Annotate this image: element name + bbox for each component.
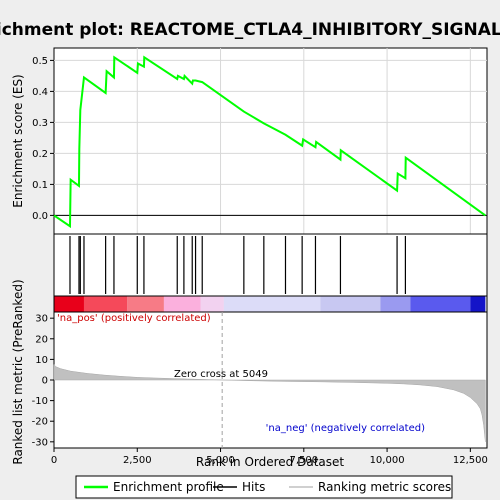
- color-bar-segment: [54, 296, 84, 312]
- rank-color-bar: [53, 295, 488, 313]
- legend-label: Ranking metric scores: [318, 480, 451, 494]
- na-pos-label: 'na_pos' (positively correlated): [57, 313, 211, 324]
- enrichment-profile-line: [53, 55, 486, 229]
- es-y-tick-label: 0.4: [32, 87, 48, 98]
- metric-x-axis: 0 2,500 5,000 7,500 10,000 12,500: [51, 448, 488, 466]
- es-y-tick-label: 0.0: [32, 211, 48, 222]
- hits-panel: [53, 233, 488, 297]
- es-y-tick-label: 0.1: [32, 180, 48, 191]
- metric-x-axis-label: Rank in Ordered Dataset: [196, 455, 344, 469]
- zero-cross-label: Zero cross at 5049: [174, 369, 268, 380]
- metric-x-tick-label: 7,500: [289, 455, 318, 466]
- es-y-axis: 0.0 0.1 0.2 0.3 0.4 0.5: [32, 56, 54, 222]
- metric-y-tick-label: -30: [32, 437, 48, 448]
- metric-y-tick-label: 30: [35, 314, 48, 325]
- metric-y-tick-label: 0: [42, 376, 48, 387]
- color-bar-segment: [380, 296, 411, 312]
- es-y-axis-label: Enrichment score (ES): [11, 74, 25, 207]
- na-neg-label: 'na_neg' (negatively correlated): [266, 423, 425, 434]
- legend-label: Enrichment profile: [113, 480, 224, 494]
- metric-x-tick-label: 12,500: [453, 455, 488, 466]
- ranking-metric-area: [53, 363, 486, 442]
- legend: Enrichment profile Hits Ranking metric sco…: [84, 480, 451, 494]
- color-bar-segment: [410, 296, 471, 312]
- legend-box: [75, 475, 453, 499]
- metric-y-tick-label: 20: [35, 334, 48, 345]
- es-y-tick-label: 0.5: [32, 56, 48, 67]
- hits-barcode: [69, 236, 406, 294]
- metric-x-tick-label: 2,500: [123, 455, 152, 466]
- metric-y-axis-label: Ranked list metric (PreRanked): [11, 279, 25, 464]
- metric-x-tick-label: 5,000: [206, 455, 235, 466]
- metric-x-tick-label: 0: [51, 455, 57, 466]
- color-bar-segment: [127, 296, 164, 312]
- es-plot-area: [53, 47, 488, 235]
- color-bar-segment: [320, 296, 381, 312]
- color-bar-segment: [223, 296, 321, 312]
- metric-y-tick-label: 10: [35, 355, 48, 366]
- metric-y-axis: -30 -20 -10 0 10 20 30: [32, 314, 54, 448]
- metric-y-tick-label: -10: [32, 396, 48, 407]
- color-bar-segment: [470, 296, 486, 312]
- es-y-tick-label: 0.2: [32, 149, 48, 160]
- color-bar-segment: [200, 296, 224, 312]
- color-bar-segment: [163, 296, 201, 312]
- metric-y-tick-label: -20: [32, 417, 48, 428]
- legend-label: Hits: [242, 480, 265, 494]
- metric-x-tick-label: 10,000: [370, 455, 405, 466]
- chart-title: Enrichment plot: REACTOME_CTLA4_INHIBITO…: [0, 20, 500, 40]
- es-gridlines: [54, 48, 487, 234]
- es-y-tick-label: 0.3: [32, 118, 48, 129]
- color-bar-segment: [83, 296, 128, 312]
